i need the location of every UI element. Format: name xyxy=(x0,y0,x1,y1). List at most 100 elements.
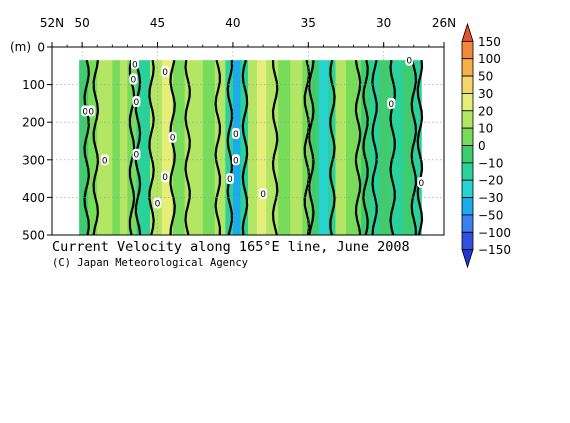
colorbar-label: 20 xyxy=(478,104,493,118)
velocity-band xyxy=(127,60,137,235)
zero-contour-line xyxy=(128,59,136,235)
contour-label-box xyxy=(168,131,177,143)
y-tick-label: 400 xyxy=(22,191,45,205)
velocity-band xyxy=(112,60,121,235)
contour-label-text: 0 xyxy=(131,76,137,86)
velocity-band xyxy=(232,60,241,235)
contour-label-box xyxy=(132,148,141,160)
colorbar-cap-bottom xyxy=(461,249,474,269)
x-tick-label: 26N xyxy=(432,16,456,30)
contour-label-box xyxy=(129,73,138,85)
contour-label: 0 xyxy=(87,105,96,117)
chart-title: Current Velocity along 165°E line, June … xyxy=(52,239,410,255)
contour-label-text: 0 xyxy=(170,134,176,144)
y-tick-label: 300 xyxy=(22,153,45,167)
x-tick-label: 52N xyxy=(40,16,64,30)
contour-label-text: 0 xyxy=(162,173,168,183)
colorbar-swatch xyxy=(461,145,474,164)
colorbar-swatch xyxy=(461,214,474,233)
velocity-band xyxy=(327,60,336,235)
contour-label: 0 xyxy=(387,97,396,110)
colorbar-swatch xyxy=(461,162,474,181)
contour-label: 0 xyxy=(417,176,426,189)
contour-label: 0 xyxy=(81,105,90,117)
velocity-band xyxy=(346,60,362,235)
velocity-band xyxy=(379,60,392,235)
velocity-band xyxy=(202,60,216,235)
contour-label-box xyxy=(417,176,426,188)
contour-label-text: 0 xyxy=(260,190,266,200)
contour-label: 0 xyxy=(231,128,240,140)
contour-label: 0 xyxy=(153,197,162,210)
velocity-band xyxy=(361,60,371,235)
contour-label-text: 0 xyxy=(88,107,94,117)
contour-label-text: 0 xyxy=(406,57,412,67)
y-axis-unit: (m) xyxy=(10,40,31,54)
contour-label-box xyxy=(100,154,109,166)
velocity-band xyxy=(150,60,163,235)
colorbar-label: 100 xyxy=(478,52,501,66)
contour-label-text: 0 xyxy=(155,200,161,210)
y-tick-label: 200 xyxy=(22,116,45,130)
colorbar-swatch xyxy=(461,40,474,60)
zero-contour-line xyxy=(83,59,90,235)
zero-contours xyxy=(83,59,424,235)
zero-contour-line xyxy=(214,59,222,235)
zero-contour-line xyxy=(308,60,315,235)
contour-label: 0 xyxy=(231,154,240,166)
zero-contour-line xyxy=(371,59,378,235)
zero-contour-line xyxy=(354,60,362,235)
y-axis-ticks: 0 100 200 300 400 500 xyxy=(22,41,52,243)
contour-label-box xyxy=(81,105,90,117)
colorbar-swatch xyxy=(461,110,474,129)
colorbar-label: 10 xyxy=(478,122,493,136)
velocity-band xyxy=(248,60,258,235)
zero-contour-line xyxy=(303,59,311,235)
velocity-band xyxy=(119,60,128,235)
velocity-band xyxy=(318,60,329,235)
velocity-band xyxy=(278,60,291,235)
y-tick-label: 500 xyxy=(22,229,45,243)
colorbar-swatch xyxy=(461,58,474,77)
colorbar-swatch xyxy=(461,231,474,251)
contour-label-text: 0 xyxy=(134,98,140,108)
zero-contour-line xyxy=(241,59,249,235)
contour-label: 0 xyxy=(132,96,141,108)
x-tick-label: 30 xyxy=(376,16,391,30)
contour-label-text: 0 xyxy=(132,60,138,70)
contour-label: 0 xyxy=(100,154,109,166)
colorbar-label: −50 xyxy=(478,208,503,222)
zero-contour-line xyxy=(184,60,191,235)
contour-label-box xyxy=(387,97,396,109)
velocity-band xyxy=(240,60,249,235)
zero-contour-line xyxy=(134,59,142,235)
colorbar-swatch xyxy=(461,127,474,146)
contour-label-text: 0 xyxy=(82,107,88,117)
contour-label-box xyxy=(225,173,234,185)
velocity-band xyxy=(162,60,174,235)
velocity-band xyxy=(311,60,320,235)
velocity-band xyxy=(97,60,113,235)
colorbar-label: 150 xyxy=(478,35,501,49)
zero-contour-line xyxy=(362,60,369,235)
x-axis-ticks: 52N 50 45 40 35 30 26N xyxy=(40,16,456,47)
velocity-band xyxy=(412,60,422,235)
x-tick-label: 35 xyxy=(301,16,316,30)
x-tick-label: 50 xyxy=(75,16,90,30)
contour-label: 0 xyxy=(168,131,177,144)
contour-label: 0 xyxy=(161,65,170,78)
velocity-band xyxy=(88,60,98,235)
x-tick-label: 45 xyxy=(150,16,165,30)
zero-contour-line xyxy=(226,60,234,235)
contour-label: 0 xyxy=(161,171,170,183)
colorbar-label: 30 xyxy=(478,87,493,101)
velocity-band xyxy=(403,60,413,235)
colorbar-label: 50 xyxy=(478,70,493,84)
contour-label: 0 xyxy=(259,188,268,200)
contour-label-box xyxy=(153,197,162,209)
chart-credit: (C) Japan Meteorological Agency xyxy=(52,257,248,269)
contour-label-text: 0 xyxy=(102,156,108,166)
zero-contour-line xyxy=(389,60,396,235)
zero-contour-line xyxy=(410,59,418,235)
